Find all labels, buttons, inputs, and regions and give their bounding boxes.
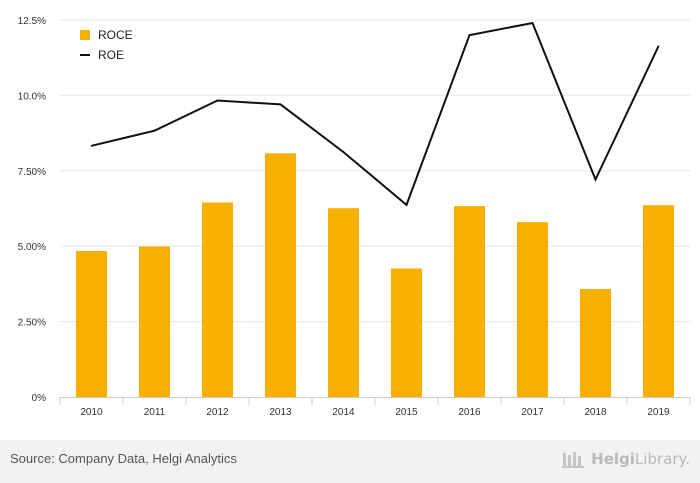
roe-point [342,151,345,153]
x-tick-label: 2010 [80,407,103,418]
roce-bar [265,153,296,397]
roe-point [468,34,471,36]
roe-line-group [90,21,660,207]
legend-roe-label: ROE [98,48,124,62]
roce-bar [76,251,107,397]
y-tick-label: 12.5% [18,16,46,27]
y-tick-label: 0% [32,393,47,404]
roe-point [657,45,660,48]
source-note: Source: Company Data, Helgi Analytics [10,451,237,466]
roe-point [153,129,156,132]
footer-bar [0,440,700,483]
roe-point [531,22,534,24]
helgi-library-logo: HelgiLibrary. [561,448,690,470]
x-tick-label: 2019 [647,407,670,418]
roce-bar [580,289,611,397]
x-tick-label: 2018 [584,407,607,418]
x-tick-label: 2011 [144,407,166,418]
legend-roce-label: ROCE [98,28,133,42]
x-tick-label: 2017 [521,407,544,418]
y-tick-label: 5.00% [18,242,46,253]
roce-bar [202,202,233,397]
roe-point [216,99,219,102]
x-tick-label: 2012 [206,407,229,418]
x-axis: 2010 2011 2012 2013 2014 2015 2016 2017 2018 2019 [59,397,691,418]
roce-bar [328,208,359,397]
y-tick-label: 7.50% [18,167,46,178]
roe-point [594,178,597,181]
chart-canvas: 0% 2.50% 5.00% 7.50% 10.0% 12.5% 2010 2011 2012… [18,16,691,418]
x-tick-label: 2016 [458,407,481,418]
roe-line [91,21,660,207]
y-axis-ticks: 0% 2.50% 5.00% 7.50% 10.0% 12.5% [18,16,46,404]
roce-bars [76,153,674,397]
logo-text: HelgiLibrary. [591,450,690,468]
roce-bar [139,246,170,397]
roce-bar [517,222,548,397]
roce-bar [391,268,422,397]
roce-bar [643,205,674,397]
roe-point [90,144,93,147]
y-tick-label: 10.0% [18,91,46,102]
library-icon [562,452,585,468]
roe-point [279,103,282,106]
roce-bar [454,206,485,397]
legend-roce-swatch [80,30,90,40]
x-tick-label: 2014 [332,407,355,418]
roe-point [405,204,408,206]
x-tick-label: 2015 [395,407,418,418]
y-tick-label: 2.50% [18,318,46,329]
legend: ROCE ROE [80,28,133,62]
x-tick-label: 2013 [269,407,292,418]
